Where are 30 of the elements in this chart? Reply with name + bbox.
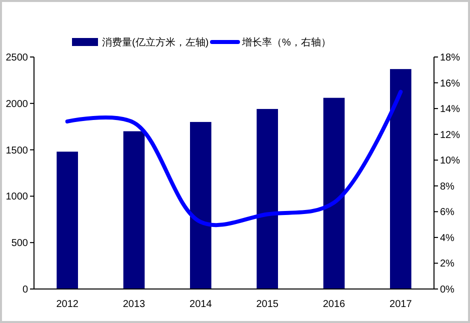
bar <box>323 98 345 289</box>
y-tick-label: 0 <box>22 284 28 296</box>
y2-tick-label: 14% <box>440 104 460 116</box>
y-tick-label: 1000 <box>6 192 28 203</box>
bar <box>390 69 412 289</box>
y2-tick-label: 4% <box>440 232 455 244</box>
x-tick-label: 2017 <box>390 299 412 310</box>
x-tick-label: 2015 <box>256 299 279 310</box>
x-tick-label: 2016 <box>322 299 346 310</box>
y-tick-label: 2500 <box>6 52 28 64</box>
x-tick-label: 2013 <box>122 299 146 310</box>
y-tick-label: 2000 <box>6 98 28 110</box>
y2-tick-label: 6% <box>440 207 455 218</box>
bar <box>56 152 78 289</box>
y2-tick-label: 18% <box>440 52 460 64</box>
y-tick-label: 1500 <box>6 145 28 156</box>
y2-tick-label: 12% <box>440 130 460 141</box>
bar <box>123 131 145 289</box>
y2-tick-label: 10% <box>440 156 460 167</box>
y2-tick-label: 2% <box>440 258 455 270</box>
y-tick-label: 500 <box>11 238 28 250</box>
legend-label: 消费量(亿立方米，左轴) <box>102 36 209 48</box>
bar <box>190 122 212 289</box>
y2-tick-label: 16% <box>440 78 460 90</box>
x-tick-label: 2014 <box>190 299 212 310</box>
bar <box>256 108 278 289</box>
legend-label: 增长率（%，右轴） <box>241 36 331 48</box>
y2-tick-label: 8% <box>440 181 455 192</box>
y2-tick-label: 0% <box>440 284 455 296</box>
x-tick-label: 2012 <box>56 299 79 310</box>
